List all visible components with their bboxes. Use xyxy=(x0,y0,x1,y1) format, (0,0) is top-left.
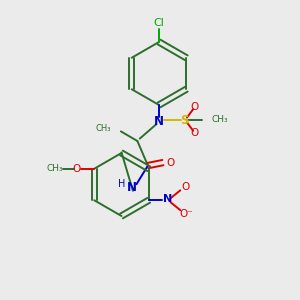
Text: Cl: Cl xyxy=(154,17,164,28)
Text: O: O xyxy=(191,128,199,138)
Text: CH₃: CH₃ xyxy=(96,124,111,133)
Text: S: S xyxy=(180,113,189,127)
Text: H: H xyxy=(118,178,125,189)
Text: O⁻: O⁻ xyxy=(180,209,194,219)
Text: CH₃: CH₃ xyxy=(46,164,63,173)
Text: N: N xyxy=(126,181,136,194)
Text: O: O xyxy=(166,158,174,168)
Text: N: N xyxy=(154,115,164,128)
Text: O: O xyxy=(181,182,190,192)
Text: CH₃: CH₃ xyxy=(212,116,228,124)
Text: O: O xyxy=(72,164,80,174)
Text: N: N xyxy=(163,194,172,204)
Text: O: O xyxy=(191,102,199,112)
